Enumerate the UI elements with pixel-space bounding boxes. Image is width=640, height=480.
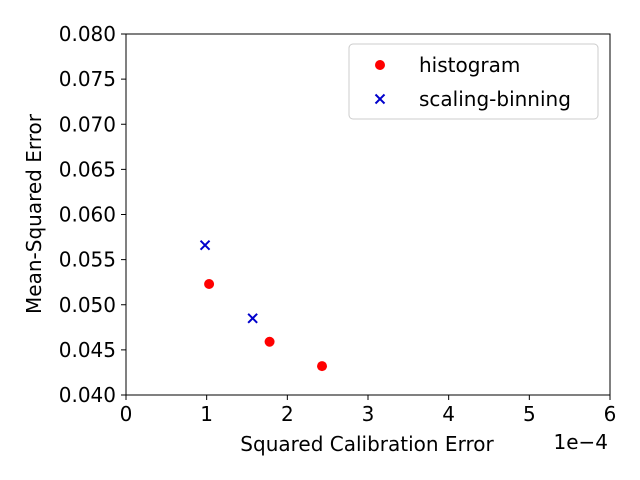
legend: histogram scaling-binning xyxy=(348,43,599,120)
legend-marker-histogram xyxy=(375,60,385,70)
x-tick-label: 4 xyxy=(442,402,455,426)
x-marker-stroke xyxy=(247,313,258,324)
data-points xyxy=(199,239,328,372)
y-tick-label: 0.040 xyxy=(59,383,116,407)
x-tick-label: 5 xyxy=(523,402,536,426)
y-tick-label: 0.070 xyxy=(59,112,116,136)
y-tick-label: 0.055 xyxy=(59,248,116,272)
legend-marker-scaling-binning xyxy=(374,93,386,105)
x-marker-stroke xyxy=(199,239,211,251)
x-tick-label: 2 xyxy=(281,402,294,426)
legend-label: histogram xyxy=(419,53,520,77)
y-tick-label: 0.045 xyxy=(59,338,116,362)
y-tick-label: 0.060 xyxy=(59,203,116,227)
y-tick-label: 0.080 xyxy=(59,22,116,46)
x-axis-label: Squared Calibration Error xyxy=(240,432,494,456)
y-tick-label: 0.075 xyxy=(59,67,116,91)
scaling-binning-point xyxy=(247,313,258,324)
x-axis-offset-text: 1e−4 xyxy=(553,430,608,454)
scaling-binning-point xyxy=(199,239,211,251)
legend-label: scaling-binning xyxy=(419,87,571,111)
y-axis: 0.040 0.045 0.050 0.055 0.060 0.065 0.070 0.075… xyxy=(59,22,126,407)
histogram-point xyxy=(264,336,275,347)
y-tick-label: 0.050 xyxy=(59,293,116,317)
x-tick-label: 3 xyxy=(362,402,375,426)
legend-box xyxy=(348,43,599,120)
x-marker-stroke xyxy=(374,93,386,105)
x-tick-label: 0 xyxy=(120,402,133,426)
histogram-point xyxy=(317,361,328,372)
histogram-point xyxy=(204,278,215,289)
x-tick-label: 1 xyxy=(200,402,213,426)
y-tick-label: 0.065 xyxy=(59,157,116,181)
x-axis: 0 1 2 3 4 5 6 xyxy=(120,395,617,426)
y-axis-label: Mean-Squared Error xyxy=(22,113,46,314)
x-tick-label: 6 xyxy=(604,402,617,426)
